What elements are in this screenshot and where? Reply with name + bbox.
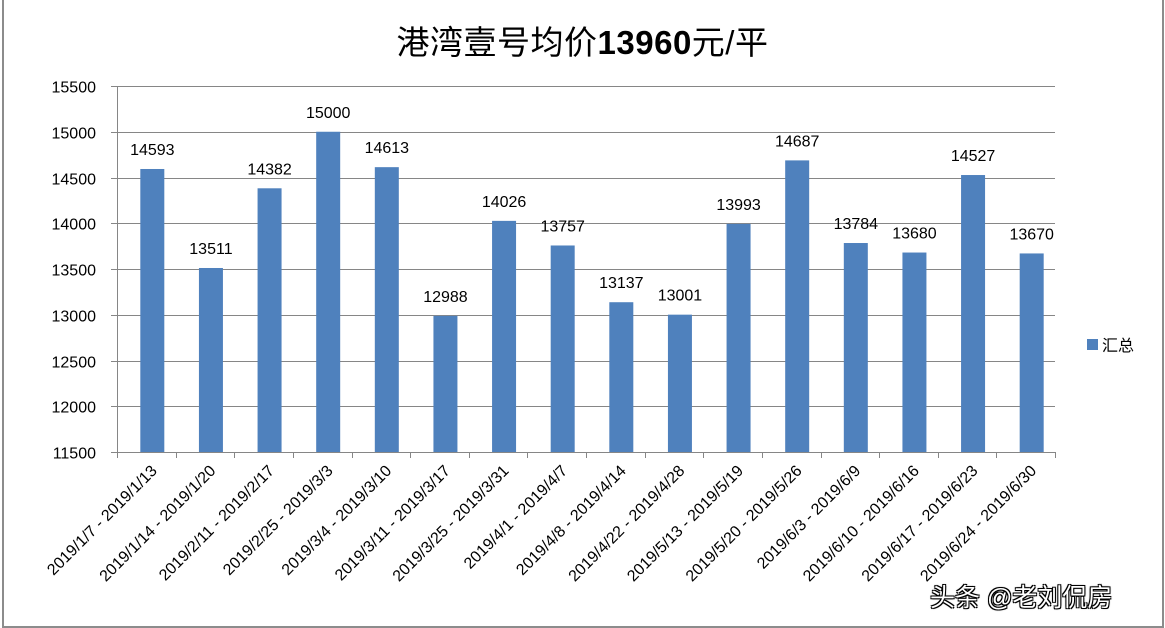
bar xyxy=(374,167,399,452)
bar-value-label: 13757 xyxy=(540,218,585,235)
bar xyxy=(140,168,165,453)
bar xyxy=(198,267,223,452)
title-suffix: 元/平 xyxy=(691,24,769,61)
bar xyxy=(667,314,692,452)
bar xyxy=(257,188,282,452)
bar xyxy=(843,243,868,452)
y-tick-label: 15500 xyxy=(52,80,97,97)
bar xyxy=(726,223,751,452)
x-category-label: 2019/4/22 - 2019/4/28 xyxy=(566,462,689,585)
bar-value-label: 14687 xyxy=(775,133,820,150)
y-tick-label: 13500 xyxy=(52,263,97,280)
y-tick-label: 11500 xyxy=(53,446,96,463)
bar xyxy=(550,245,575,452)
title-prefix: 港湾壹号均价 xyxy=(396,24,598,61)
title-average-price: 13960 xyxy=(597,24,692,61)
x-category-label: 2019/4/1 - 2019/4/7 xyxy=(461,462,571,572)
x-category-label: 2019/1/7 - 2019/1/13 xyxy=(44,462,161,579)
x-category-label: 2019/5/20 - 2019/5/26 xyxy=(683,462,806,585)
bar-value-label: 13001 xyxy=(658,288,703,305)
bar xyxy=(433,315,458,452)
bar-value-label: 13670 xyxy=(1009,226,1054,243)
bar-value-label: 15000 xyxy=(306,105,351,122)
bar xyxy=(492,220,517,452)
x-category-label: 2019/6/17 - 2019/6/23 xyxy=(859,462,982,585)
bar xyxy=(609,302,634,452)
bar-value-label: 14527 xyxy=(951,148,996,165)
y-tick-label: 12500 xyxy=(52,355,97,372)
x-category-label: 2019/4/8 - 2019/4/14 xyxy=(513,462,630,579)
legend-swatch xyxy=(1087,338,1098,350)
bar-value-label: 13784 xyxy=(834,216,879,233)
bar xyxy=(961,175,986,453)
x-category-label: 2019/3/4 - 2019/3/10 xyxy=(279,462,396,579)
x-category-label: 2019/5/13 - 2019/5/19 xyxy=(624,462,747,585)
watermark: 头条 @老刘侃房 xyxy=(930,584,1113,612)
x-category-label: 2019/1/14 - 2019/1/20 xyxy=(97,462,220,585)
x-category-label: 2019/3/25 - 2019/3/31 xyxy=(390,462,513,585)
x-category-label: 2019/2/25 - 2019/3/3 xyxy=(220,462,337,579)
bar-value-label: 13511 xyxy=(189,241,232,258)
bar-value-label: 14026 xyxy=(482,194,527,211)
bar-value-label: 14593 xyxy=(130,142,175,159)
legend-label: 汇总 xyxy=(1102,338,1135,355)
bar-value-label: 13993 xyxy=(716,197,761,214)
x-category-label: 2019/6/10 - 2019/6/16 xyxy=(800,462,923,585)
bar-value-label: 14613 xyxy=(365,140,410,157)
bar-series: 14593 13511 14382 15000 14613 12988 14026 13757… xyxy=(130,105,1054,453)
chart-title: 港湾壹号均价13960元/平 xyxy=(0,16,1165,64)
y-tick-label: 14500 xyxy=(52,172,97,189)
bar xyxy=(316,131,341,452)
legend: 汇总 xyxy=(1087,332,1134,356)
bar-value-label: 13137 xyxy=(599,275,644,292)
bar xyxy=(902,252,927,452)
x-category-label: 2019/6/24 - 2019/6/30 xyxy=(917,462,1040,585)
bar-value-label: 12988 xyxy=(423,289,468,306)
x-category-label: 2019/2/11 - 2019/2/17 xyxy=(156,462,278,584)
bar xyxy=(1019,253,1044,452)
y-tick-label: 13000 xyxy=(52,309,97,326)
bar-value-label: 13680 xyxy=(892,226,937,243)
x-category-label: 2019/6/3 - 2019/6/9 xyxy=(754,462,864,572)
y-tick-label: 12000 xyxy=(52,400,97,417)
x-category-label: 2019/3/11 - 2019/3/17 xyxy=(332,462,454,584)
bar xyxy=(785,160,810,452)
y-axis: 11500 12000 12500 13000 13500 14000 14500 15000… xyxy=(52,80,118,463)
y-tick-label: 15000 xyxy=(52,126,97,143)
bar-value-label: 14382 xyxy=(247,161,292,178)
y-tick-label: 14000 xyxy=(52,217,97,234)
